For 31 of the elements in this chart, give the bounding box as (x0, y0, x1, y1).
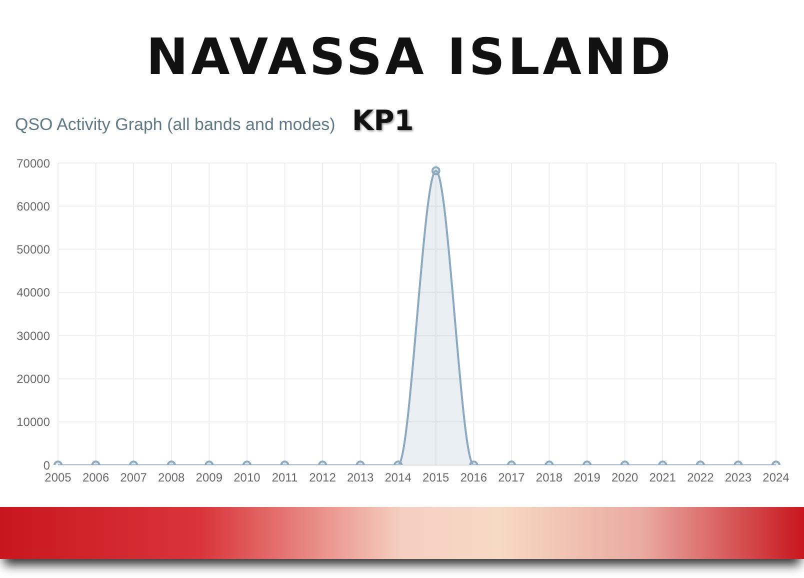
x-tick-label: 2022 (687, 470, 714, 485)
x-tick-label: 2011 (272, 470, 298, 485)
x-tick-label: 2021 (649, 470, 676, 485)
y-tick-label: 40000 (16, 286, 50, 300)
x-tick-label: 2019 (574, 470, 601, 485)
chart-title: NAVASSA ISLAND (145, 28, 675, 86)
x-tick-label: 2008 (158, 470, 186, 485)
x-tick-label: 2023 (724, 470, 752, 485)
chart-subtitle: QSO Activity Graph (all bands and modes) (15, 115, 336, 135)
y-tick-label: 20000 (16, 372, 50, 386)
x-tick-label: 2024 (762, 470, 790, 485)
x-tick-label: 2018 (536, 470, 563, 485)
y-tick-label: 30000 (16, 328, 50, 343)
y-tick-label: 50000 (16, 242, 50, 257)
x-tick-label: 2006 (82, 470, 110, 485)
x-tick-label: 2015 (422, 470, 450, 485)
y-tick-label: 0 (43, 458, 50, 472)
x-tick-label: 2007 (120, 470, 148, 485)
y-tick-label: 60000 (16, 199, 50, 214)
x-tick-label: 2010 (234, 470, 261, 485)
x-tick-label: 2012 (309, 470, 336, 485)
x-tick-label: 2013 (346, 470, 374, 485)
text: KP1 (352, 104, 414, 137)
x-tick-label: 2014 (384, 470, 412, 485)
x-tick-label: 2009 (196, 470, 223, 485)
y-tick-label: 70000 (16, 156, 50, 170)
x-tick-label: 2005 (44, 470, 72, 485)
y-tick-label: 10000 (16, 415, 50, 430)
x-tick-label: 2020 (611, 470, 639, 485)
x-tick-label: 2016 (460, 470, 488, 485)
x-tick-label: 2017 (498, 470, 526, 485)
